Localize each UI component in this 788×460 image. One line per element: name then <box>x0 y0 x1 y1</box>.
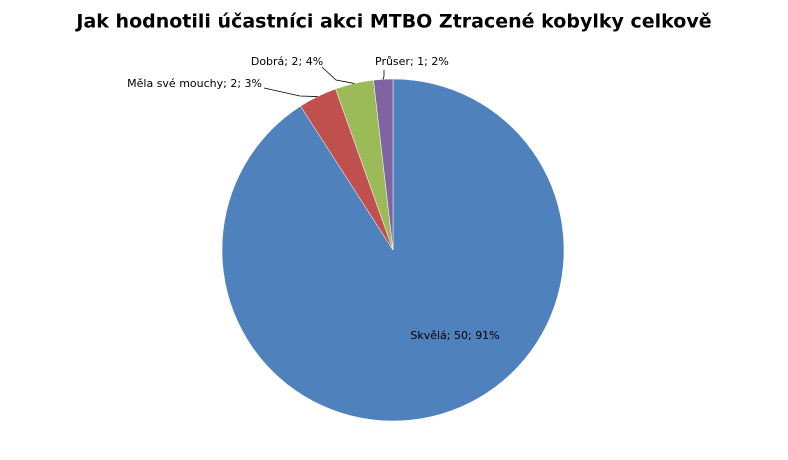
data-label: Dobrá; 2; 4% <box>251 55 323 68</box>
data-label: Průser; 1; 2% <box>375 55 449 68</box>
pie-slice <box>373 78 394 251</box>
leader-line <box>321 66 355 84</box>
leader-line <box>382 70 385 80</box>
data-label: Skvělá; 50; 91% <box>410 329 499 342</box>
data-label: Měla své mouchy; 2; 3% <box>127 77 262 90</box>
chart-title: Jak hodnotili účastníci akci MTBO Ztrace… <box>74 11 711 33</box>
leader-line <box>263 87 318 97</box>
